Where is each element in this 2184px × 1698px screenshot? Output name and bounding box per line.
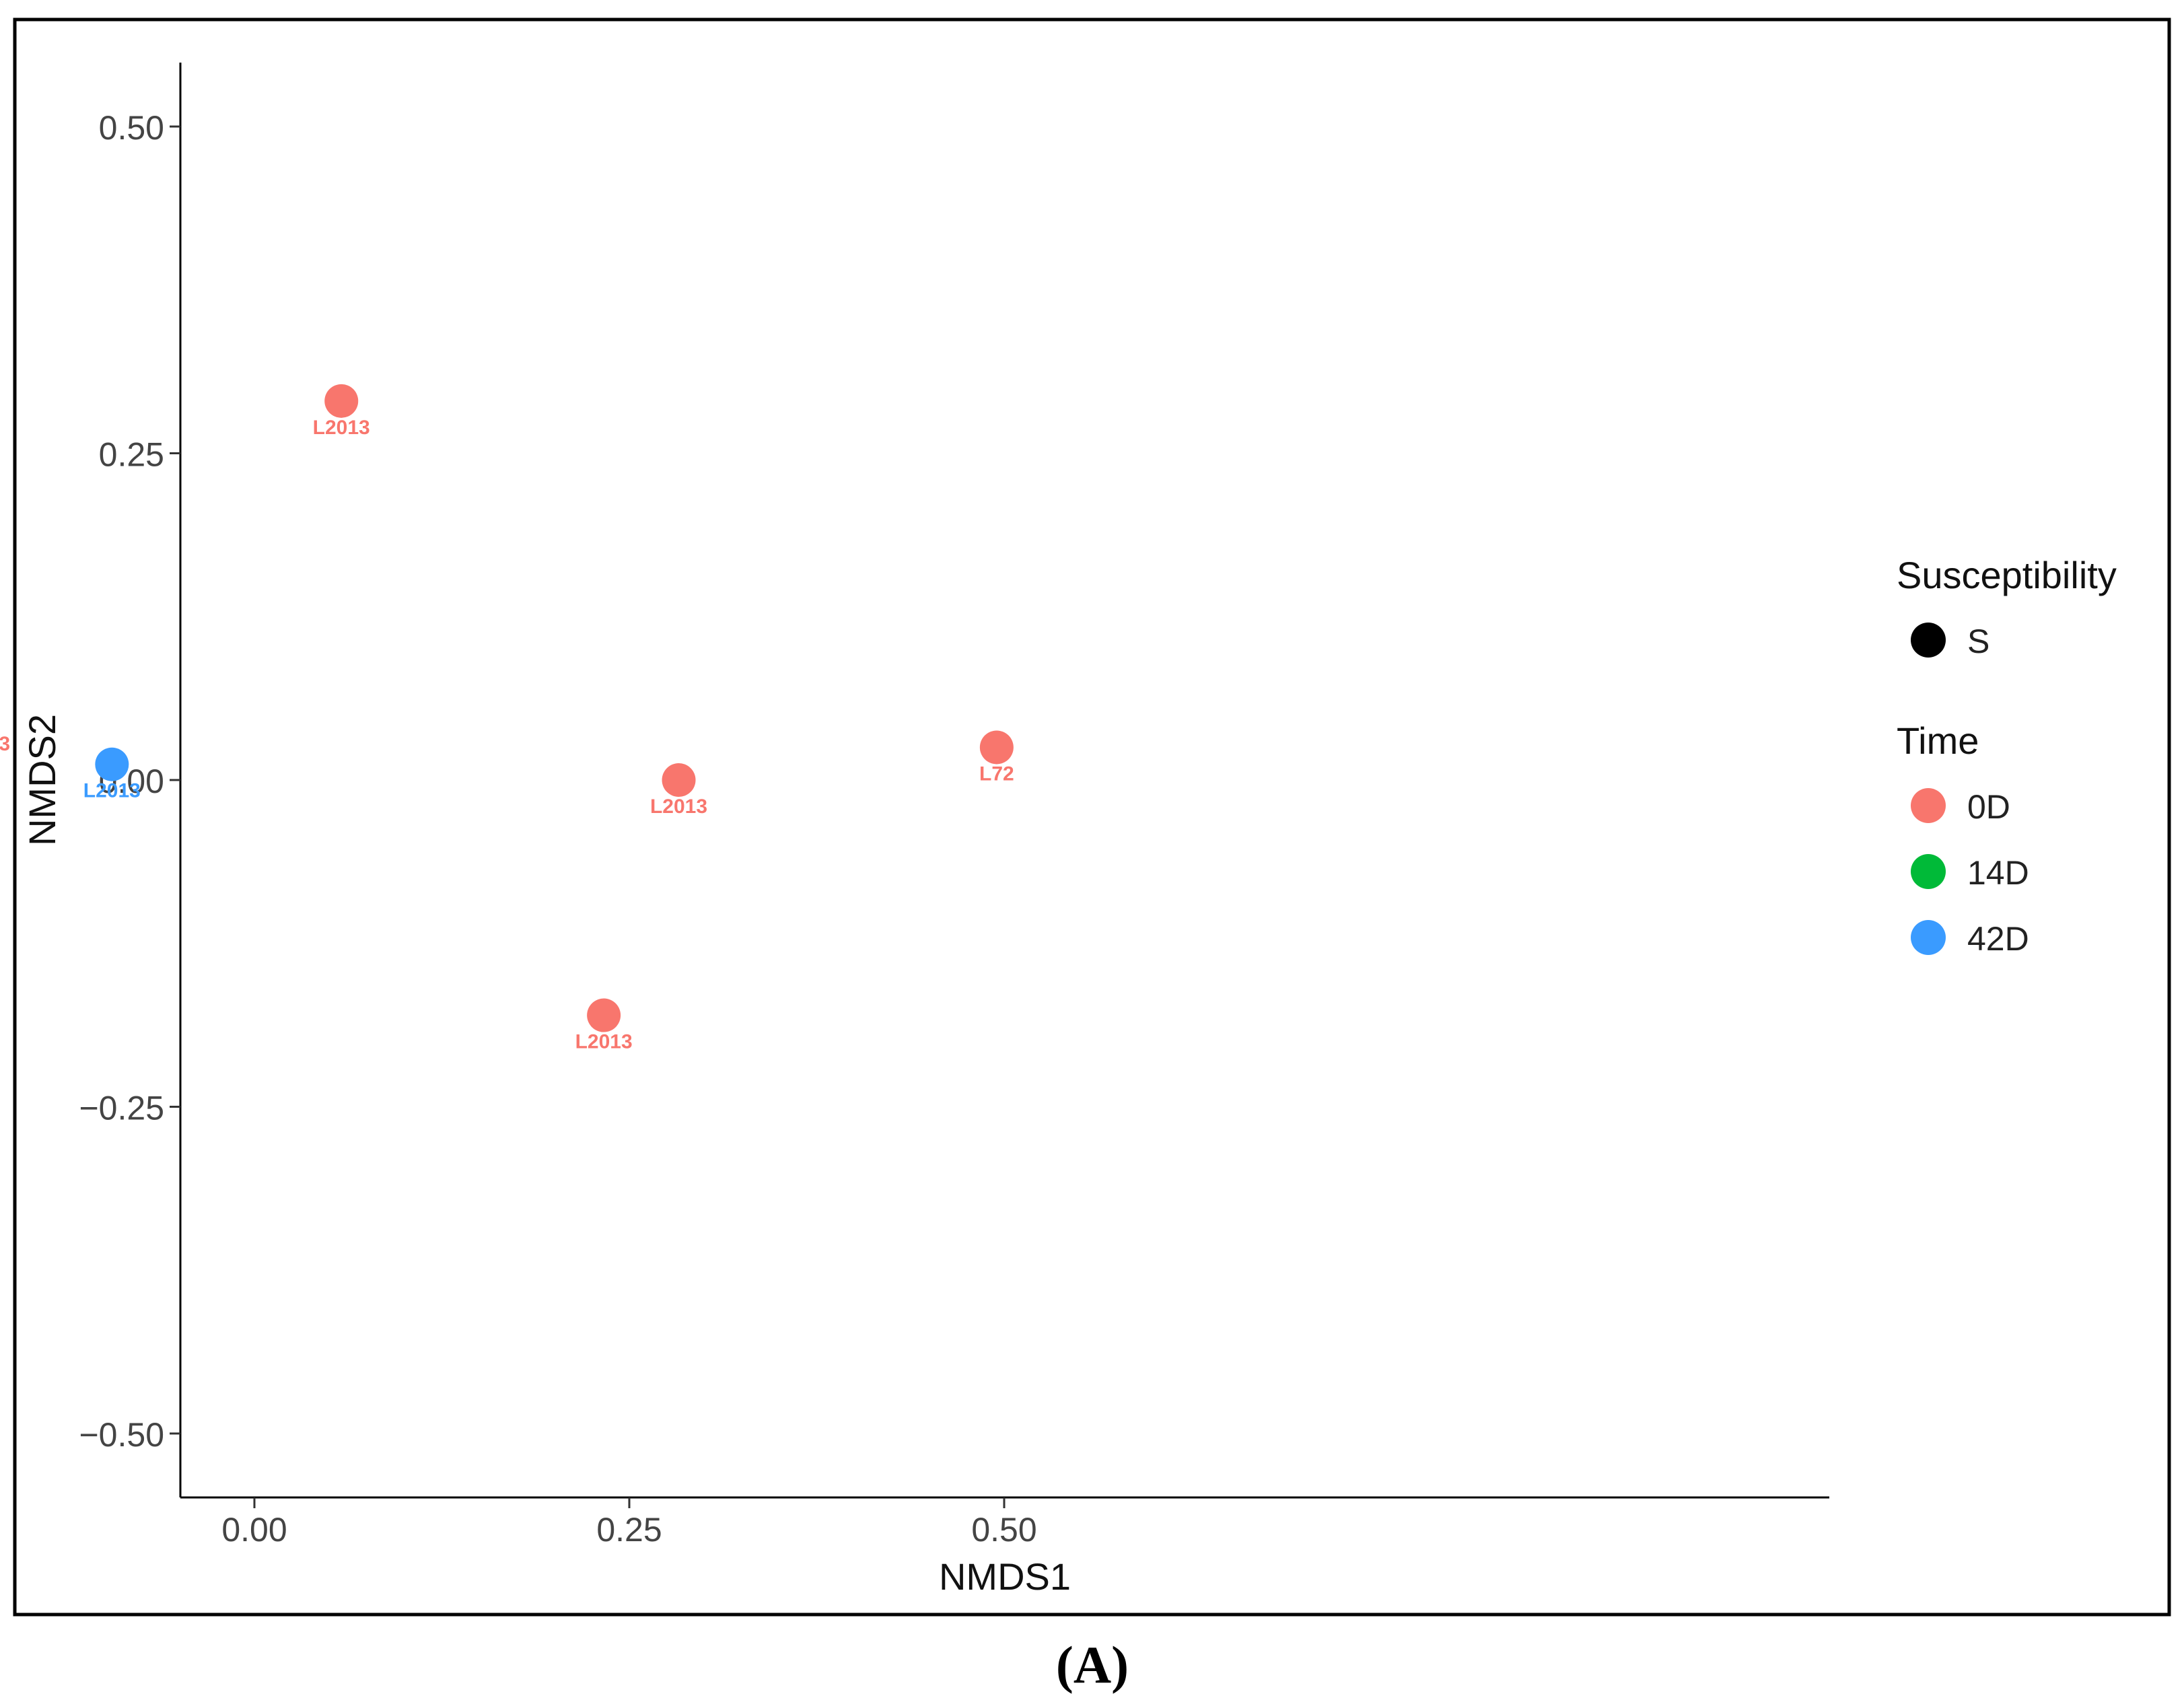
point-label-42d-0: L2013 [83, 780, 141, 802]
point-label-0d-5: L2013 [0, 733, 10, 755]
legend-key-42d [1911, 920, 1946, 955]
legend-label-14d: 14D [1967, 854, 2029, 892]
legend-key-s [1911, 623, 1946, 658]
point-0d-2 [662, 763, 696, 797]
legend-label-42d: 42D [1967, 920, 2029, 958]
legend-title-time: Time [1897, 719, 1979, 762]
plot-panel: −0.50−0.250.000.250.50 −0.50−0.250.000.2… [0, 63, 1829, 1549]
x-tick-label: 0.00 [221, 1511, 287, 1549]
legend-key-14d [1911, 854, 1946, 889]
figure-caption: (A) [1056, 1635, 1129, 1694]
legend-title-susceptibility: Susceptibility [1897, 554, 2117, 596]
point-label-0d-0: L2013 [313, 417, 370, 439]
point-labels-layer: L2013L72L2013L2013L2013L2013L72L72L72L20… [0, 417, 1014, 1053]
x-tick-label: 0.25 [596, 1511, 662, 1549]
y-tick-label: 0.25 [99, 436, 164, 474]
point-label-0d-1: L72 [979, 763, 1014, 785]
point-42d-0 [95, 747, 129, 781]
x-tick-label: 0.50 [971, 1511, 1036, 1549]
legend: Susceptibility S Time 0D 14D 42D [1897, 554, 2117, 958]
point-0d-1 [979, 730, 1014, 765]
legend-key-0d [1911, 788, 1946, 823]
legend-label-0d: 0D [1967, 788, 2010, 826]
point-0d-3 [587, 998, 621, 1032]
legend-label-s: S [1967, 623, 1989, 660]
point-label-0d-3: L2013 [575, 1031, 633, 1053]
points-layer [95, 384, 1014, 1032]
y-tick-label: 0.50 [99, 109, 164, 147]
point-label-0d-2: L2013 [650, 795, 707, 818]
y-tick-label: −0.50 [79, 1416, 164, 1454]
x-ticks: −0.50−0.250.000.250.50 [221, 1497, 1037, 1549]
y-axis-title: NMDS2 [21, 714, 63, 846]
y-tick-label: −0.25 [79, 1090, 164, 1127]
figure-frame [13, 17, 2171, 1617]
x-axis-title: NMDS1 [939, 1555, 1071, 1598]
point-0d-0 [324, 384, 359, 418]
